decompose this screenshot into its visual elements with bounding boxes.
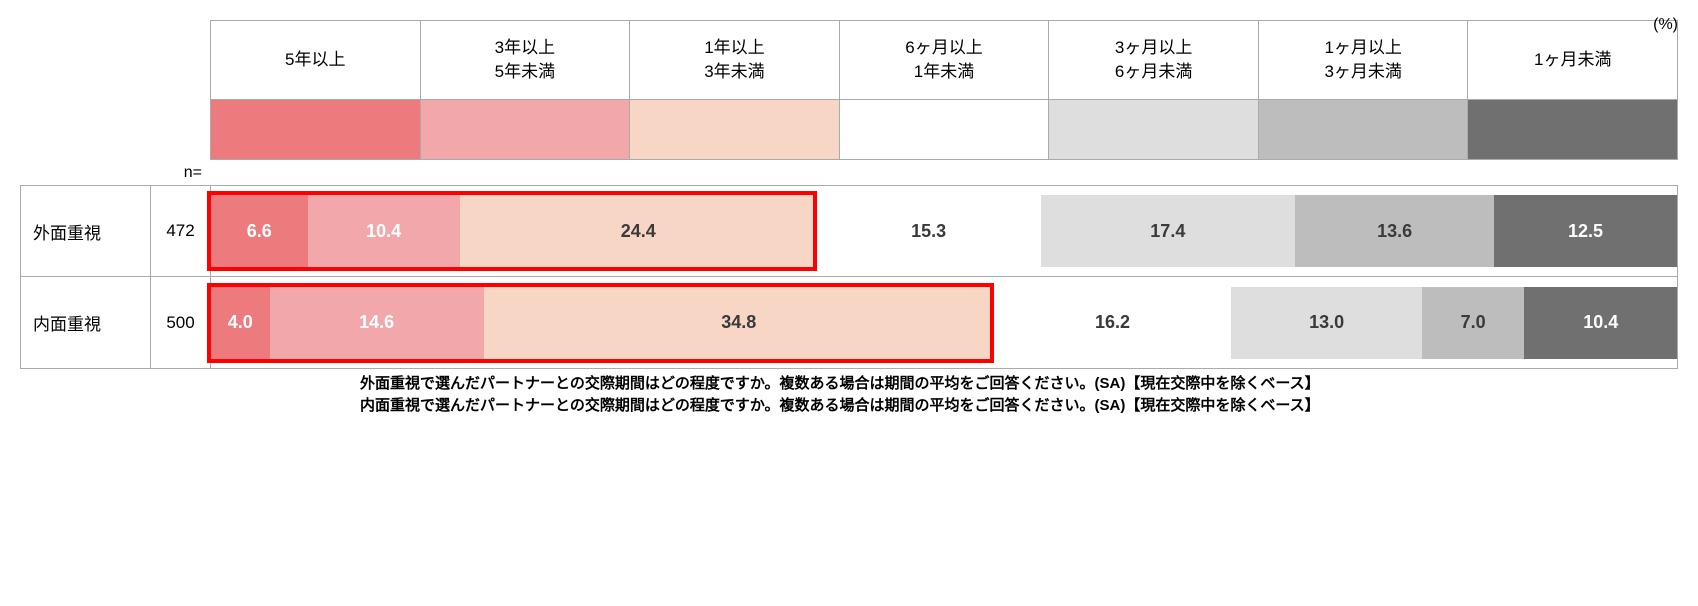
bar-segment: 34.8 [484,287,994,359]
legend-header-row: 5年以上3年以上5年未満1年以上3年未満6ヶ月以上1年未満3ヶ月以上6ヶ月未満1… [210,20,1678,100]
data-row: 内面重視5004.014.634.816.213.07.010.4 [20,277,1678,369]
row-n: 500 [151,277,211,368]
bar-segment: 16.2 [994,287,1231,359]
unit-label: (%) [1653,16,1678,34]
bar-segment: 15.3 [817,195,1041,267]
bar-segment: 17.4 [1041,195,1296,267]
bar-segment: 13.0 [1231,287,1422,359]
legend-label: 1ヶ月以上3ヶ月未満 [1259,21,1469,99]
bar-segment: 10.4 [308,195,460,267]
data-row: 外面重視4726.610.424.415.317.413.612.5 [20,185,1678,277]
bar-segment: 14.6 [270,287,484,359]
stacked-bar-chart: (%) 5年以上3年以上5年未満1年以上3年未満6ヶ月以上1年未満3ヶ月以上6ヶ… [20,20,1678,417]
bar-segment: 7.0 [1422,287,1525,359]
legend-label: 1年以上3年未満 [630,21,840,99]
bar-segment: 12.5 [1494,195,1677,267]
stacked-bar: 4.014.634.816.213.07.010.4 [211,287,1677,359]
bar-segment: 13.6 [1295,195,1494,267]
legend-swatch [211,100,421,159]
data-rows: 外面重視4726.610.424.415.317.413.612.5内面重視50… [20,185,1678,369]
bar-segment: 4.0 [211,287,270,359]
legend-swatch [840,100,1050,159]
legend-label: 1ヶ月未満 [1468,21,1677,99]
row-label: 内面重視 [21,277,151,368]
bar-segment: 24.4 [460,195,817,267]
legend-label: 6ヶ月以上1年未満 [840,21,1050,99]
n-equals-label: n= [150,160,210,185]
legend-swatch [630,100,840,159]
bar-area: 4.014.634.816.213.07.010.4 [211,277,1677,368]
row-n: 472 [151,186,211,276]
legend-swatch [1468,100,1677,159]
stacked-bar: 6.610.424.415.317.413.612.5 [211,195,1677,267]
n-label-row: n= [20,160,1678,185]
legend-swatch [421,100,631,159]
chart-caption: 外面重視で選んだパートナーとの交際期間はどの程度ですか。複数ある場合は期間の平均… [360,373,1678,417]
legend-swatch [1049,100,1259,159]
legend-label: 3ヶ月以上6ヶ月未満 [1049,21,1259,99]
legend-swatch [1259,100,1469,159]
bar-segment: 6.6 [211,195,308,267]
legend-swatch-row [210,100,1678,160]
legend-label: 3年以上5年未満 [421,21,631,99]
legend-label: 5年以上 [211,21,421,99]
bar-segment: 10.4 [1524,287,1676,359]
row-label: 外面重視 [21,186,151,276]
bar-area: 6.610.424.415.317.413.612.5 [211,186,1677,276]
